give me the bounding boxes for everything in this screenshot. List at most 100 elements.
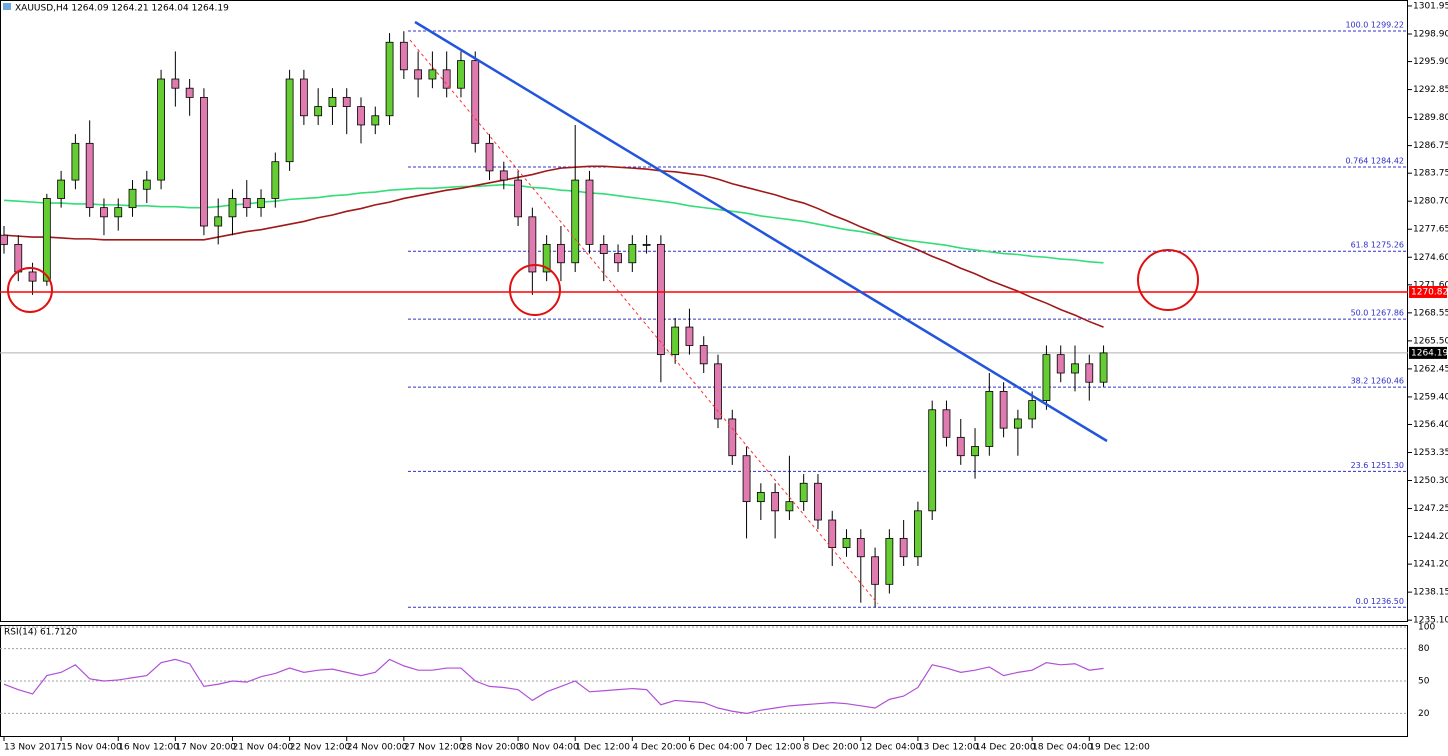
candle-body [228,198,237,218]
candle-body [1013,418,1022,429]
candle-body [999,390,1008,429]
y-tick-label: 1271.60 [1413,280,1448,290]
candle-body [685,326,694,346]
candle-body [956,436,965,457]
x-tick-label: 8 Dec 20:00 [804,743,859,753]
candle-body [42,198,51,282]
x-tick-label: 24 Nov 00:00 [347,743,408,753]
rsi-tick-label: 80 [1418,644,1430,654]
candle-body [585,179,594,245]
candle-body [257,198,265,209]
candle-body [756,492,765,503]
candle-body [571,179,580,264]
candle-body [899,537,908,558]
candle-body [1071,363,1079,374]
candle-body [728,418,737,457]
candle-body [85,142,94,209]
y-tick-label: 1262.45 [1413,364,1448,374]
candle-body [428,69,437,80]
support-label-box [1409,285,1447,298]
candle-body [485,142,494,172]
candle-body [342,96,351,107]
x-tick-label: 12 Dec 04:00 [861,743,922,753]
highlight-circle [509,264,561,316]
candle-body [528,216,537,273]
x-tick-label: 19 Dec 12:00 [1089,743,1150,753]
candle-body [114,207,123,218]
last-price-label: 1264.19 [1411,348,1448,358]
y-tick-label: 1301.95 [1413,1,1448,11]
candle-body [699,345,708,365]
candle-body [856,537,865,558]
x-tick-label: 1 Dec 12:00 [575,743,630,753]
y-tick-label: 1292.85 [1413,85,1448,95]
candle-body [614,253,622,264]
symbol-icon [3,3,11,10]
candle-body [842,537,851,548]
y-tick-label: 1283.75 [1413,169,1448,179]
candle-body [628,243,637,264]
candle-body [200,96,208,227]
y-tick-label: 1280.70 [1413,197,1448,207]
candle-body [285,78,294,163]
candle-body [185,87,194,98]
y-tick-label: 1289.80 [1413,113,1448,123]
x-tick-label: 18 Dec 04:00 [1032,743,1093,753]
x-tick-label: 13 Dec 12:00 [918,743,979,753]
candle-body [828,519,837,548]
moving-average [3,165,1104,328]
y-tick-label: 1274.60 [1413,253,1448,263]
candle-body [142,179,151,190]
candle-body [656,243,665,356]
candle-body [742,455,751,503]
x-tick-label: 15 Nov 04:00 [61,743,122,753]
x-tick-label: 27 Nov 12:00 [404,743,465,753]
candle-body [928,409,937,512]
x-tick-label: 7 Dec 12:00 [747,743,802,753]
y-tick-label: 1241.20 [1413,560,1448,570]
candle-body [771,492,780,512]
y-tick-label: 1244.20 [1413,532,1448,542]
fib-level-label: 23.6 1251.30 [1351,461,1404,470]
candle-body [871,556,879,585]
candle-body [542,243,551,273]
y-tick-label: 1247.25 [1413,504,1448,514]
candle-body [171,78,180,89]
candle-body [671,326,680,356]
y-tick-label: 1298.90 [1413,29,1448,39]
fib-level-label: 38.2 1260.46 [1351,377,1404,386]
candle-body [57,179,66,199]
rsi-tick-label: 100 [1418,623,1435,633]
x-tick-label: 22 Nov 12:00 [290,743,351,753]
y-tick-label: 1238.15 [1413,588,1448,598]
candle-body [714,363,722,420]
candle-body [100,207,108,218]
candle-body [28,271,37,282]
last-price-box [1409,346,1447,359]
candle-body [14,243,23,273]
candle-body [385,41,394,117]
fib-level-label: 0.0 1236.50 [1356,597,1404,606]
y-tick-label: 1256.40 [1413,420,1448,430]
candle-body [1028,400,1037,420]
y-tick-label: 1235.10 [1413,616,1448,626]
main-panel-frame [0,0,1408,622]
support-label: 1270.82 [1411,287,1448,297]
rsi-tick-label: 50 [1418,677,1430,687]
candle-body [399,41,408,71]
candle-body [471,60,480,144]
rsi-line [3,658,1104,715]
candle-body [985,390,994,447]
candle-body [371,115,380,126]
rsi-tick-label: 20 [1418,709,1430,719]
candle-body [942,409,951,438]
candle-body [157,78,165,181]
x-tick-label: 13 Nov 2017 [4,743,62,753]
chart-title: XAUUSD,H4 1264.09 1264.21 1264.04 1264.1… [15,4,229,14]
trend-line [414,20,1108,443]
y-tick-label: 1253.35 [1413,448,1448,458]
candle-body [914,510,922,558]
x-tick-label: 17 Nov 20:00 [175,743,236,753]
